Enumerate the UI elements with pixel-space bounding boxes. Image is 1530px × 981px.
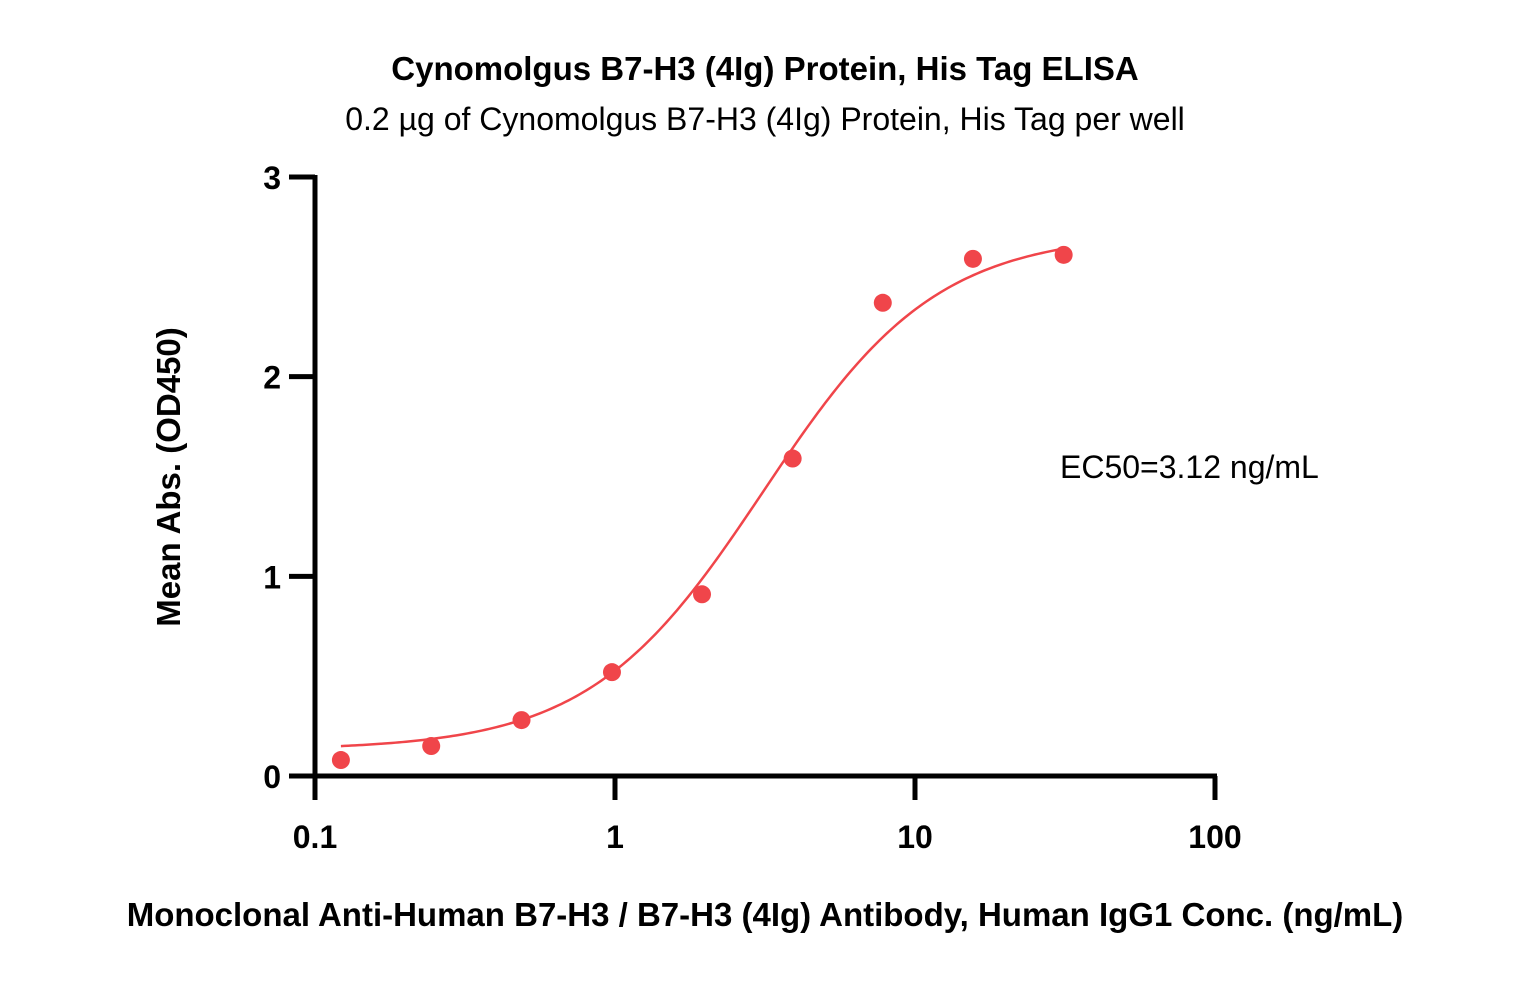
data-point <box>602 663 621 682</box>
x-axis-label: Monoclonal Anti-Human B7-H3 / B7-H3 (4Ig… <box>127 896 1404 933</box>
axes <box>312 175 1217 779</box>
data-point <box>422 737 441 756</box>
chart-title: Cynomolgus B7-H3 (4Ig) Protein, His Tag … <box>391 50 1138 87</box>
ec50-annotation: EC50=3.12 ng/mL <box>1060 449 1319 485</box>
x-tick-label: 10 <box>897 819 933 855</box>
data-point <box>963 249 982 268</box>
y-tick-label: 2 <box>263 360 281 396</box>
x-tick-label: 100 <box>1188 819 1241 855</box>
data-point <box>512 711 531 730</box>
y-tick-label: 0 <box>263 759 281 795</box>
data-point <box>693 585 712 604</box>
data-point <box>1054 245 1073 264</box>
chart-subtitle: 0.2 µg of Cynomolgus B7-H3 (4Ig) Protein… <box>345 101 1185 137</box>
y-tick-label: 1 <box>263 559 281 595</box>
y-axis-label: Mean Abs. (OD450) <box>150 327 187 627</box>
data-point <box>783 449 802 468</box>
fit-curve <box>340 247 1064 748</box>
y-axis-ticks: 0 1 2 3 <box>263 160 315 795</box>
data-point <box>331 751 350 770</box>
x-axis-ticks: 0.1 1 10 100 <box>293 776 1242 855</box>
x-tick-label: 1 <box>606 819 624 855</box>
x-tick-label: 0.1 <box>293 819 337 855</box>
data-point <box>873 293 892 312</box>
data-points <box>331 245 1073 770</box>
y-tick-label: 3 <box>263 160 281 196</box>
